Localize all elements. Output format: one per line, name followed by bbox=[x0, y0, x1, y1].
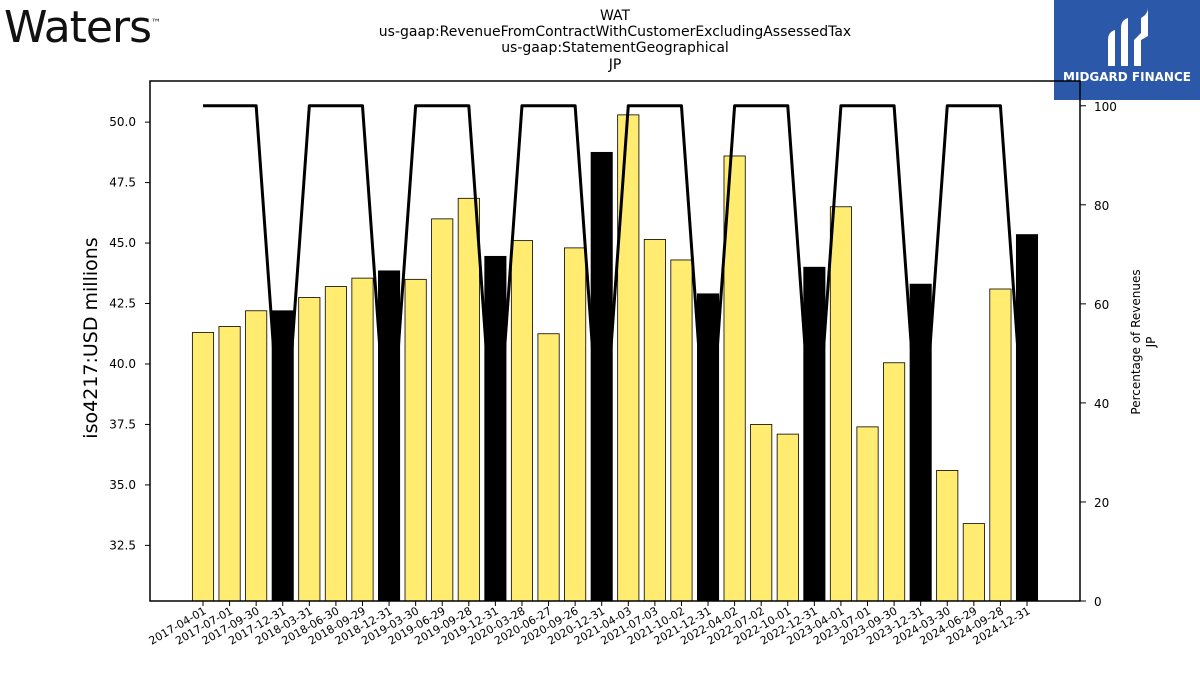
midgard-finance-badge: MIDGARD FINANCE bbox=[1054, 0, 1200, 100]
x-axis: 2017-04-012017-07-012017-09-302017-12-31… bbox=[147, 601, 1033, 648]
bar-2023-04-01 bbox=[829, 206, 852, 602]
company-wordmark: Waters bbox=[4, 2, 151, 53]
title-line-2: us-gaap:RevenueFromContractWithCustomerE… bbox=[379, 24, 851, 40]
y-axis-right: 0 20 40 60 80 100 bbox=[1080, 100, 1117, 609]
bar-2017-09-30 bbox=[245, 310, 268, 602]
percentage-line-series bbox=[203, 104, 1029, 479]
bar-2024-12-31 bbox=[1015, 234, 1039, 602]
bar-series bbox=[191, 114, 1039, 602]
bar-2019-06-29 bbox=[431, 218, 454, 602]
bar-2021-12-31 bbox=[697, 293, 720, 602]
y-left-tick-label: 50.0 bbox=[109, 115, 136, 129]
bar-2017-07-01 bbox=[218, 326, 241, 602]
y-right-tick-label: 100 bbox=[1094, 100, 1117, 114]
badge-text: MIDGARD FINANCE bbox=[1063, 70, 1191, 84]
y-right-tick-label: 40 bbox=[1094, 397, 1109, 411]
bar-2021-07-03 bbox=[643, 239, 666, 602]
y-left-tick-label: 37.5 bbox=[109, 417, 136, 431]
y-left-tick-label: 47.5 bbox=[109, 176, 136, 190]
y-right-tick-label: 20 bbox=[1094, 496, 1109, 510]
percentage-line bbox=[203, 104, 1029, 479]
bar-2018-06-30 bbox=[324, 286, 347, 602]
y-right-tick-label: 60 bbox=[1094, 298, 1109, 312]
midgard-logo-icon bbox=[1108, 8, 1148, 66]
bar-2022-12-31 bbox=[803, 266, 826, 602]
y-left-tick-label: 35.0 bbox=[109, 478, 136, 492]
bar-2020-09-26 bbox=[564, 247, 587, 602]
y-axis-right-label-line-2: JP bbox=[1144, 337, 1158, 349]
bar-2019-03-30 bbox=[404, 278, 427, 602]
bar-2018-12-31 bbox=[378, 270, 401, 602]
y-left-tick-label: 42.5 bbox=[109, 297, 136, 311]
y-left-tick-label: 32.5 bbox=[109, 538, 136, 552]
y-right-tick-label: 80 bbox=[1094, 199, 1109, 213]
bar-2024-03-30 bbox=[936, 469, 959, 602]
bar-2018-03-31 bbox=[298, 297, 321, 602]
bar-2024-06-29 bbox=[962, 523, 985, 602]
bar-2024-09-28 bbox=[989, 288, 1012, 602]
bar-2021-04-03 bbox=[617, 114, 640, 602]
bar-2023-07-01 bbox=[856, 426, 879, 602]
y-right-tick-label: 0 bbox=[1094, 595, 1102, 609]
chart-title: WAT us-gaap:RevenueFromContractWithCusto… bbox=[379, 8, 851, 73]
bar-2020-03-28 bbox=[510, 240, 533, 602]
title-line-3: us-gaap:StatementGeographical bbox=[501, 40, 729, 56]
bar-2022-07-02 bbox=[750, 424, 773, 602]
y-axis-left-label: iso4217:USD millions bbox=[80, 237, 102, 438]
bar-2017-04-01 bbox=[191, 332, 215, 602]
y-left-tick-label: 40.0 bbox=[109, 357, 136, 371]
bar-2023-12-31 bbox=[909, 283, 932, 602]
plot-frame bbox=[149, 80, 1081, 602]
bar-2019-09-28 bbox=[457, 197, 480, 602]
title-line-1: WAT bbox=[600, 8, 631, 24]
bar-2023-09-30 bbox=[883, 362, 906, 602]
bar-2018-09-29 bbox=[351, 277, 374, 602]
title-line-4: JP bbox=[608, 57, 622, 73]
company-trademark: ™ bbox=[151, 18, 161, 29]
bar-2020-06-27 bbox=[537, 333, 560, 602]
y-axis-right-label-line-1: Percentage of Revenues bbox=[1129, 269, 1143, 414]
y-left-tick-label: 45.0 bbox=[109, 236, 136, 250]
bar-2021-10-02 bbox=[670, 259, 693, 602]
bar-2019-12-31 bbox=[484, 255, 507, 602]
y-axis-left: 32.5 35.0 37.5 40.0 42.5 45.0 47.5 50.0 bbox=[109, 115, 150, 552]
bar-2022-10-01 bbox=[776, 433, 799, 602]
